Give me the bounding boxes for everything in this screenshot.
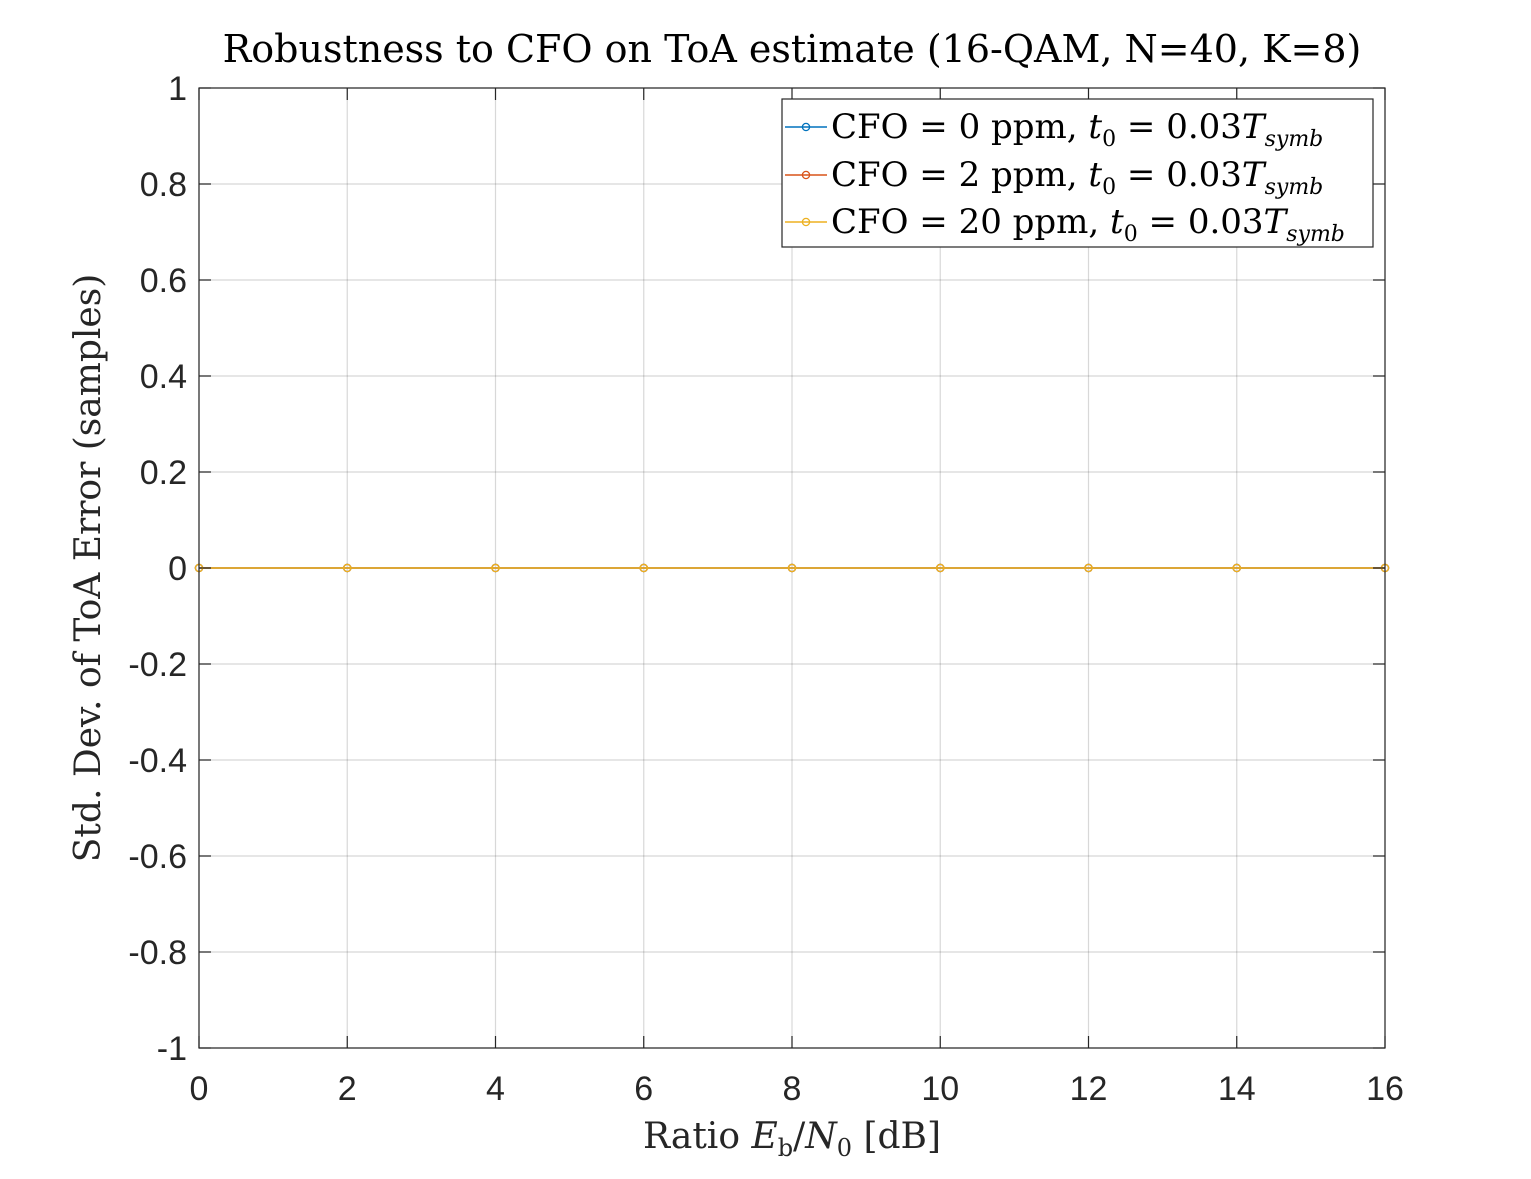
- x-tick-label: 2: [338, 1070, 357, 1108]
- x-tick-label: 6: [634, 1070, 653, 1108]
- data-point: [639, 563, 649, 573]
- x-tick-label: 16: [1366, 1070, 1404, 1108]
- legend-marker: [801, 170, 811, 180]
- y-tick-label: 0.8: [140, 166, 187, 204]
- data-point: [787, 563, 797, 573]
- y-tick-label: -0.6: [128, 838, 187, 876]
- legend-marker: [801, 122, 811, 132]
- x-tick-label: 12: [1070, 1070, 1108, 1108]
- y-tick-label: 0.4: [140, 358, 187, 396]
- y-tick-label: 0: [168, 550, 187, 588]
- y-tick-label: 0.6: [140, 262, 187, 300]
- y-tick-label: -0.8: [128, 934, 187, 972]
- y-tick-label: -1: [157, 1030, 187, 1068]
- x-tick-label: 0: [190, 1070, 209, 1108]
- tick-layer: 0 2 4 6 8 10 12 14 16 -1 -0.8 -0.6 -0.4 -0.2 0 0.2 0.4 0.…: [128, 70, 1404, 1108]
- legend-box: [781, 98, 1374, 248]
- y-tick-label: -0.4: [128, 742, 187, 780]
- x-tick-label: 8: [783, 1070, 802, 1108]
- legend-label: CFO = 0 ppm, t0 = 0.03Tsymb: [831, 107, 1323, 152]
- y-axis-label: Std. Dev. of ToA Error (samples): [68, 274, 109, 862]
- data-point: [936, 563, 945, 573]
- x-tick-label: 4: [486, 1070, 505, 1108]
- data-point: [491, 563, 500, 573]
- x-axis-label: Ratio Eb/N0 [dB]: [643, 1116, 941, 1162]
- data-point: [342, 563, 352, 573]
- y-tick-label: 0.2: [140, 454, 187, 492]
- data-point: [1084, 563, 1093, 573]
- legend-label: CFO = 2 ppm, t0 = 0.03Tsymb: [831, 155, 1323, 200]
- x-tick-label: 14: [1218, 1070, 1256, 1108]
- data-point: [1232, 563, 1242, 573]
- legend-label: CFO = 20 ppm, t0 = 0.03Tsymb: [831, 202, 1345, 247]
- legend-marker: [801, 217, 811, 227]
- x-tick-label: 10: [921, 1070, 959, 1108]
- y-tick-label: 1: [168, 70, 187, 108]
- chart-title: Robustness to CFO on ToA estimate (16-QA…: [223, 27, 1362, 71]
- y-tick-label: -0.2: [128, 646, 187, 684]
